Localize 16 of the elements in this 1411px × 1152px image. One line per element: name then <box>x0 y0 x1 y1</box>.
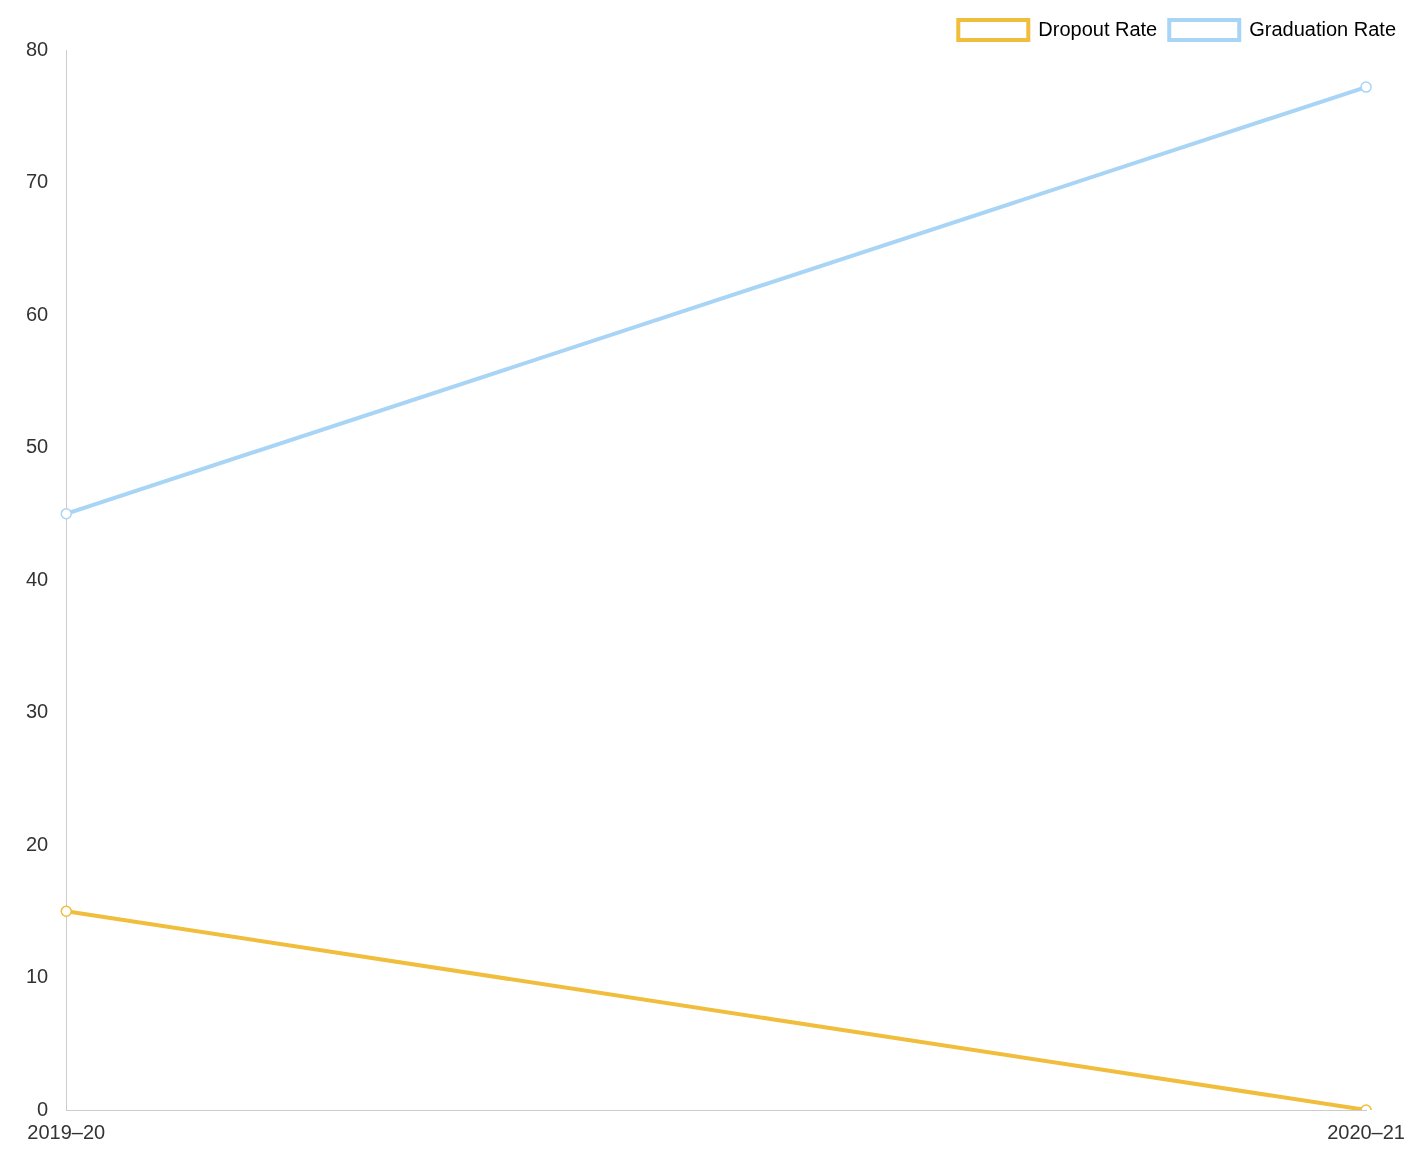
y-tick-label: 50 <box>26 435 49 458</box>
point <box>60 508 72 520</box>
y-tick-label: 0 <box>37 1097 49 1120</box>
y-tick-label: 70 <box>26 170 49 193</box>
legend-label: Dropout Rate <box>1038 17 1158 40</box>
y-tick-label: 40 <box>26 567 49 590</box>
y-tick-label: 80 <box>26 37 49 60</box>
x-tick-label: 2020–21 <box>1327 1120 1406 1143</box>
point <box>60 905 72 917</box>
point <box>1360 81 1372 93</box>
y-tick-label: 10 <box>26 965 49 988</box>
legend-label: Graduation Rate <box>1249 17 1397 40</box>
y-tick-label: 30 <box>26 700 49 723</box>
x-tick-label: 2019–20 <box>27 1120 106 1143</box>
y-tick-label: 60 <box>26 302 49 325</box>
y-tick-label: 20 <box>26 832 49 855</box>
